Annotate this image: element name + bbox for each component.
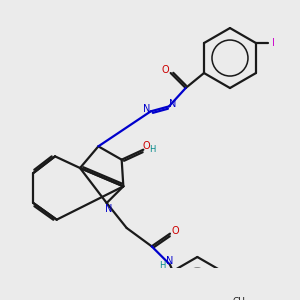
Text: I: I	[272, 38, 275, 48]
Text: N: N	[166, 256, 173, 266]
Text: H: H	[160, 261, 166, 270]
Text: O: O	[143, 141, 151, 152]
Text: O: O	[161, 65, 169, 75]
Text: O: O	[172, 226, 179, 236]
Text: H: H	[149, 145, 156, 154]
Text: N: N	[105, 204, 112, 214]
Text: N: N	[169, 99, 177, 109]
Text: N: N	[143, 104, 150, 114]
Text: CH₃: CH₃	[233, 297, 250, 300]
